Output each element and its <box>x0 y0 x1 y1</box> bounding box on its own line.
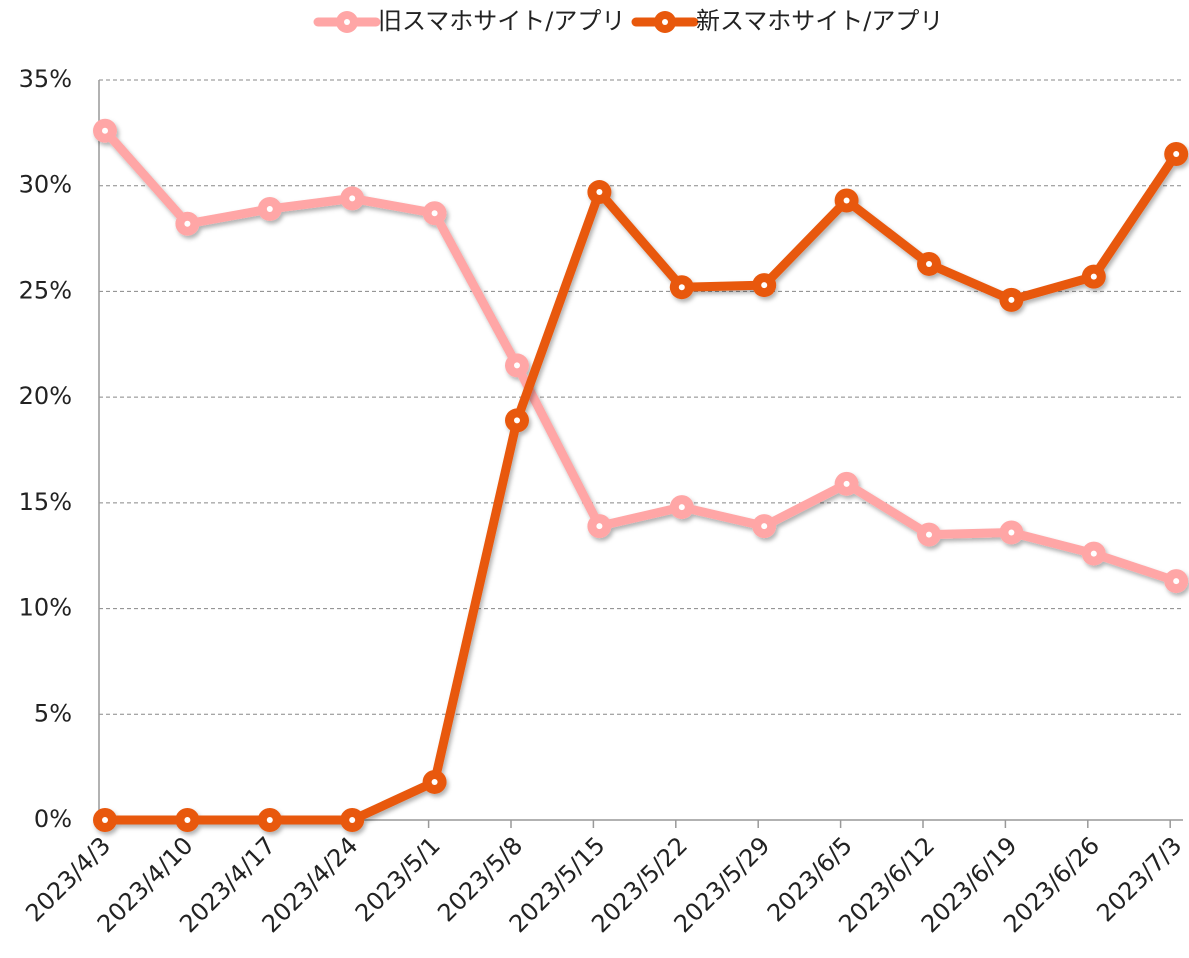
point-center <box>514 362 520 369</box>
legend-marker-center <box>662 19 668 25</box>
point-center <box>596 189 603 196</box>
series-line <box>101 127 1178 586</box>
series-line <box>105 151 1180 825</box>
y-tick-label: 35% <box>19 65 72 93</box>
point-center <box>184 817 191 823</box>
point-center <box>761 523 768 530</box>
point-center <box>431 210 438 217</box>
point-center <box>843 480 850 487</box>
point-center <box>102 817 108 823</box>
point-center <box>1173 151 1180 157</box>
series <box>93 118 1189 594</box>
point-center <box>1008 296 1015 303</box>
y-tick-label: 30% <box>19 171 72 199</box>
x-tick-label: 2023/7/3 <box>1091 831 1187 927</box>
point-center <box>1008 529 1015 536</box>
point-center <box>596 523 603 530</box>
legend-label: 新スマホサイト/アプリ <box>696 7 943 35</box>
point-center <box>678 504 685 511</box>
y-tick-label: 20% <box>19 382 72 410</box>
y-tick-label: 15% <box>19 488 72 516</box>
point-center <box>843 197 850 204</box>
point-center <box>514 417 520 424</box>
point-center <box>349 817 356 823</box>
point-center <box>1173 578 1180 585</box>
y-tick-label: 10% <box>19 594 72 622</box>
legend-label: 旧スマホサイト/アプリ <box>378 7 625 35</box>
point-center <box>1090 273 1097 280</box>
point-center <box>678 284 685 291</box>
y-tick-label: 25% <box>19 276 72 304</box>
y-tick-label: 5% <box>34 699 72 727</box>
point-center <box>349 195 356 202</box>
point-center <box>926 531 932 538</box>
series <box>93 142 1189 832</box>
point-center <box>761 282 768 289</box>
point-center <box>1090 550 1097 557</box>
point-center <box>266 205 273 212</box>
point-center <box>431 778 438 785</box>
point-center <box>266 817 273 823</box>
point-center <box>926 260 932 267</box>
legend-marker-center <box>344 19 350 25</box>
x-tick-label: 2023/5/1 <box>350 831 446 927</box>
y-tick-label: 0% <box>34 805 72 833</box>
point-center <box>184 220 191 227</box>
point-center <box>102 127 108 134</box>
